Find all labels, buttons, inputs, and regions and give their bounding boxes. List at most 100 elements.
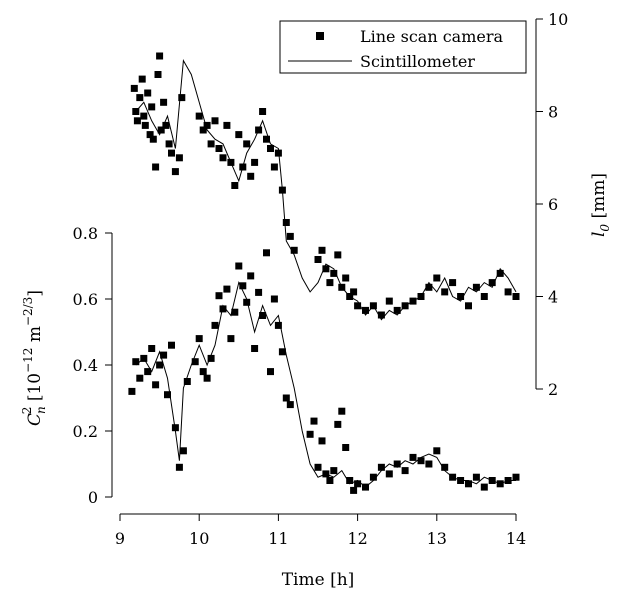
- line-scan-camera-right-point: [160, 98, 168, 106]
- line-scan-camera-right-point: [171, 168, 179, 176]
- line-scan-camera-left-point: [179, 447, 187, 455]
- line-scan-camera-right-point: [465, 302, 472, 310]
- right-axis-label: l0 [mm]: [589, 173, 612, 237]
- right-tick-label: 2: [548, 380, 558, 399]
- line-scan-camera-left-point: [278, 348, 286, 356]
- line-scan-camera-right-point: [267, 145, 274, 152]
- line-scan-camera-right-point: [165, 140, 173, 148]
- line-scan-camera-left-point: [314, 463, 322, 471]
- scintillometer-right-line: [135, 58, 517, 321]
- line-scan-camera-right-point: [377, 311, 385, 319]
- line-scan-camera-right-point: [350, 288, 358, 296]
- line-scan-camera-right-point: [130, 84, 138, 92]
- line-scan-camera-left-point: [306, 430, 314, 438]
- line-scan-camera-left-point: [203, 374, 211, 382]
- legend-entry-scintillometer: Scintillometer: [360, 52, 475, 71]
- line-scan-camera-left-point: [160, 351, 168, 359]
- line-scan-camera-left-point: [512, 473, 520, 481]
- line-scan-camera-left-point: [480, 483, 488, 491]
- line-scan-camera-left-point: [369, 473, 377, 481]
- line-scan-camera-right-point: [441, 288, 449, 296]
- line-scan-camera-left-point: [223, 285, 231, 293]
- line-scan-camera-left-point: [433, 447, 441, 455]
- line-scan-camera-right-point: [168, 149, 175, 157]
- line-scan-camera-left-point: [318, 437, 326, 445]
- line-scan-camera-right-point: [231, 182, 239, 189]
- x-axis-label: Time [h]: [282, 570, 355, 589]
- line-scan-camera-left-point: [385, 470, 393, 478]
- left-axis-label-main: C: [25, 413, 45, 426]
- legend: Line scan camera Scintillometer: [279, 20, 527, 74]
- line-scan-camera-right-point: [330, 269, 338, 277]
- line-scan-camera-right-point: [362, 306, 369, 314]
- line-scan-camera-right-point: [215, 145, 223, 152]
- right-axis-label-rest: [mm]: [589, 173, 609, 224]
- line-scan-camera-left-point: [251, 345, 259, 352]
- line-scan-camera-left-point: [152, 381, 160, 389]
- line-scan-camera-left-point: [211, 321, 219, 329]
- line-scan-camera-left-point: [247, 272, 255, 280]
- line-scan-camera-left-point: [472, 473, 480, 481]
- line-scan-camera-left-point: [377, 463, 385, 471]
- line-scan-camera-right-point: [138, 75, 146, 83]
- legend-marker-camera: [316, 32, 324, 40]
- line-scan-camera-right-point: [195, 112, 203, 120]
- line-scan-camera-right-point: [149, 135, 157, 143]
- line-scan-camera-left-point: [235, 262, 243, 270]
- line-scan-camera-right-point: [199, 126, 207, 134]
- line-scan-camera-right-point: [251, 158, 259, 166]
- left-axis-label: Cn2 [10−12 m−2/3]: [20, 290, 48, 426]
- legend-entry-camera: Line scan camera: [360, 27, 503, 46]
- line-scan-camera-left-point: [354, 480, 362, 488]
- right-tick-label: 6: [548, 195, 558, 214]
- line-scan-camera-right-point: [156, 52, 164, 60]
- line-scan-camera-left-point: [199, 368, 207, 376]
- left-axis-label-rest: [10: [25, 373, 45, 407]
- line-scan-camera-left-point: [148, 345, 156, 352]
- line-scan-camera-right-point: [259, 108, 267, 115]
- line-scan-camera-left-point: [263, 249, 270, 257]
- line-scan-camera-left-point: [136, 374, 144, 382]
- line-scan-camera-right-point: [219, 154, 227, 162]
- right-tick-label: 4: [548, 288, 558, 307]
- line-scan-camera-right-point: [425, 283, 433, 291]
- line-scan-camera-left-point: [168, 341, 175, 349]
- line-scan-camera-right-point: [314, 256, 322, 263]
- line-scan-camera-left-point: [239, 282, 247, 290]
- line-scan-camera-left-point: [441, 463, 449, 471]
- x-tick-label: 9: [115, 529, 125, 548]
- line-scan-camera-right-point: [318, 246, 326, 254]
- line-scan-camera-left-point: [393, 460, 401, 468]
- line-scan-camera-right-point: [146, 131, 154, 139]
- line-scan-camera-left-point: [132, 358, 140, 366]
- line-scan-camera-right-point: [449, 279, 457, 287]
- line-scan-camera-right-point: [322, 265, 330, 273]
- right-axis-label-main: l: [589, 232, 609, 237]
- line-scan-camera-left-point: [215, 292, 223, 300]
- line-scan-camera-right-point: [512, 293, 520, 300]
- line-scan-camera-left-point: [326, 477, 334, 484]
- left-tick-label: 0.6: [73, 290, 98, 309]
- line-scan-camera-left-point: [330, 467, 338, 475]
- line-scan-camera-left-point: [342, 444, 350, 451]
- x-tick-label: 12: [347, 529, 367, 548]
- line-scan-camera-left-point: [259, 312, 267, 319]
- line-scan-camera-right-point: [342, 274, 350, 282]
- line-scan-camera-left-point: [231, 308, 239, 316]
- line-scan-camera-left-point: [164, 391, 171, 399]
- line-scan-camera-right-point: [154, 71, 162, 78]
- line-scan-camera-right-point: [207, 140, 215, 148]
- line-scan-camera-right-point: [140, 112, 148, 120]
- line-scan-camera-left-point: [219, 305, 227, 313]
- line-scan-camera-left-point: [270, 295, 278, 303]
- line-scan-camera-right-point: [175, 154, 183, 162]
- line-scan-camera-right-point: [223, 121, 231, 129]
- line-scan-camera-right-point: [334, 251, 342, 259]
- line-scan-camera-right-point: [504, 288, 512, 296]
- line-scan-camera-right-point: [211, 117, 219, 125]
- line-scan-camera-right-point: [488, 279, 496, 287]
- line-scan-camera-right-point: [290, 246, 298, 254]
- axes-layer: 9 10 11 12 13 14 0 0.2 0.4 0.6 0.8 2 4 6 8 10: [73, 10, 569, 548]
- x-tick-label: 11: [268, 529, 288, 548]
